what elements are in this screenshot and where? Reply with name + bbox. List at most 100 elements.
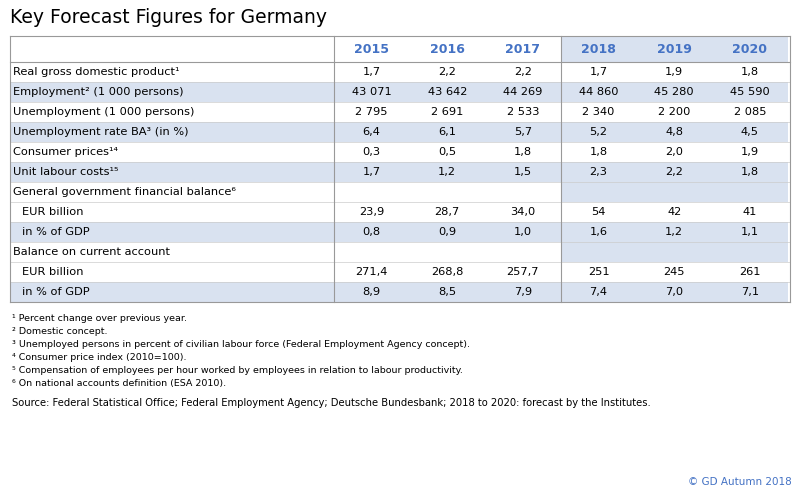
Text: 41: 41 <box>742 207 757 217</box>
Text: 1,9: 1,9 <box>665 67 683 77</box>
Text: ⁴ Consumer price index (2010=100).: ⁴ Consumer price index (2010=100). <box>12 353 186 362</box>
Text: EUR billion: EUR billion <box>22 267 83 277</box>
Text: 251: 251 <box>588 267 610 277</box>
Bar <box>10 222 788 242</box>
Text: 257,7: 257,7 <box>506 267 539 277</box>
Text: 2015: 2015 <box>354 43 389 55</box>
Text: 245: 245 <box>663 267 685 277</box>
Text: 0,9: 0,9 <box>438 227 456 237</box>
Bar <box>334 242 410 262</box>
Text: 271,4: 271,4 <box>355 267 388 277</box>
Text: 23,9: 23,9 <box>359 207 384 217</box>
Bar <box>485 182 561 202</box>
Text: 0,8: 0,8 <box>362 227 381 237</box>
Bar <box>334 36 410 62</box>
Bar <box>10 142 788 162</box>
Text: 1,0: 1,0 <box>514 227 532 237</box>
Text: 1,7: 1,7 <box>362 167 381 177</box>
Text: 7,9: 7,9 <box>514 287 532 297</box>
Text: 43 642: 43 642 <box>427 87 467 97</box>
Text: 2,2: 2,2 <box>438 67 456 77</box>
Text: General government financial balance⁶: General government financial balance⁶ <box>13 187 236 197</box>
Text: 2,2: 2,2 <box>666 167 683 177</box>
Text: 6,1: 6,1 <box>438 127 456 137</box>
Bar <box>10 282 788 302</box>
Text: Unemployment (1 000 persons): Unemployment (1 000 persons) <box>13 107 194 117</box>
Text: ⁶ On national accounts definition (ESA 2010).: ⁶ On national accounts definition (ESA 2… <box>12 379 226 388</box>
Text: 44 860: 44 860 <box>578 87 618 97</box>
Text: ¹ Percent change over previous year.: ¹ Percent change over previous year. <box>12 314 187 323</box>
Text: 2019: 2019 <box>657 43 692 55</box>
Bar <box>561 36 636 62</box>
Text: 2016: 2016 <box>430 43 465 55</box>
Text: 1,8: 1,8 <box>741 167 759 177</box>
Text: Unemployment rate BA³ (in %): Unemployment rate BA³ (in %) <box>13 127 189 137</box>
Text: 7,4: 7,4 <box>590 287 607 297</box>
Bar <box>485 36 561 62</box>
Bar <box>410 36 485 62</box>
Text: 28,7: 28,7 <box>434 207 460 217</box>
Text: 54: 54 <box>591 207 606 217</box>
Text: Real gross domestic product¹: Real gross domestic product¹ <box>13 67 179 77</box>
Text: 1,5: 1,5 <box>514 167 532 177</box>
Text: 2,3: 2,3 <box>590 167 607 177</box>
Text: 261: 261 <box>739 267 761 277</box>
Text: ³ Unemployed persons in percent of civilian labour force (Federal Employment Age: ³ Unemployed persons in percent of civil… <box>12 340 470 349</box>
Text: Employment² (1 000 persons): Employment² (1 000 persons) <box>13 87 183 97</box>
Text: in % of GDP: in % of GDP <box>22 287 90 297</box>
Text: 2,0: 2,0 <box>665 147 683 157</box>
Bar <box>561 242 636 262</box>
Bar <box>712 182 788 202</box>
Bar <box>10 36 334 62</box>
Text: 45 280: 45 280 <box>654 87 694 97</box>
Text: 2018: 2018 <box>581 43 616 55</box>
Text: 1,6: 1,6 <box>590 227 607 237</box>
Text: 1,2: 1,2 <box>438 167 456 177</box>
Text: 5,7: 5,7 <box>514 127 532 137</box>
Text: 8,9: 8,9 <box>362 287 381 297</box>
Text: 2 691: 2 691 <box>431 107 463 117</box>
Text: EUR billion: EUR billion <box>22 207 83 217</box>
Text: Unit labour costs¹⁵: Unit labour costs¹⁵ <box>13 167 118 177</box>
Text: 1,2: 1,2 <box>665 227 683 237</box>
Text: 1,7: 1,7 <box>590 67 607 77</box>
Text: 2 085: 2 085 <box>734 107 766 117</box>
Text: © GD Autumn 2018: © GD Autumn 2018 <box>688 477 792 487</box>
Text: 4,5: 4,5 <box>741 127 759 137</box>
Bar <box>10 162 788 182</box>
Text: 43 071: 43 071 <box>352 87 391 97</box>
Bar <box>636 242 712 262</box>
Bar <box>10 242 334 262</box>
Text: 7,1: 7,1 <box>741 287 759 297</box>
Bar <box>10 122 788 142</box>
Bar <box>10 62 788 82</box>
Bar <box>10 82 788 102</box>
Text: 34,0: 34,0 <box>510 207 535 217</box>
Bar <box>10 262 788 282</box>
Text: 1,7: 1,7 <box>362 67 381 77</box>
Text: ⁵ Compensation of employees per hour worked by employees in relation to labour p: ⁵ Compensation of employees per hour wor… <box>12 366 463 375</box>
Text: 6,4: 6,4 <box>362 127 381 137</box>
Text: 2 795: 2 795 <box>355 107 388 117</box>
Text: 8,5: 8,5 <box>438 287 456 297</box>
Bar <box>712 36 788 62</box>
Text: 2 533: 2 533 <box>506 107 539 117</box>
Text: Key Forecast Figures for Germany: Key Forecast Figures for Germany <box>10 8 327 27</box>
Text: ² Domestic concept.: ² Domestic concept. <box>12 327 107 336</box>
Text: 1,8: 1,8 <box>590 147 607 157</box>
Text: 44 269: 44 269 <box>503 87 542 97</box>
Bar <box>10 182 334 202</box>
Text: 2017: 2017 <box>506 43 540 55</box>
Text: 1,9: 1,9 <box>741 147 759 157</box>
Text: 4,8: 4,8 <box>665 127 683 137</box>
Text: 45 590: 45 590 <box>730 87 770 97</box>
Text: Source: Federal Statistical Office; Federal Employment Agency; Deutsche Bundesba: Source: Federal Statistical Office; Fede… <box>12 398 650 408</box>
Bar <box>410 182 485 202</box>
Text: Consumer prices¹⁴: Consumer prices¹⁴ <box>13 147 118 157</box>
Bar <box>410 242 485 262</box>
Text: Balance on current account: Balance on current account <box>13 247 170 257</box>
Bar <box>10 102 788 122</box>
Text: 5,2: 5,2 <box>590 127 607 137</box>
Bar <box>636 182 712 202</box>
Text: in % of GDP: in % of GDP <box>22 227 90 237</box>
